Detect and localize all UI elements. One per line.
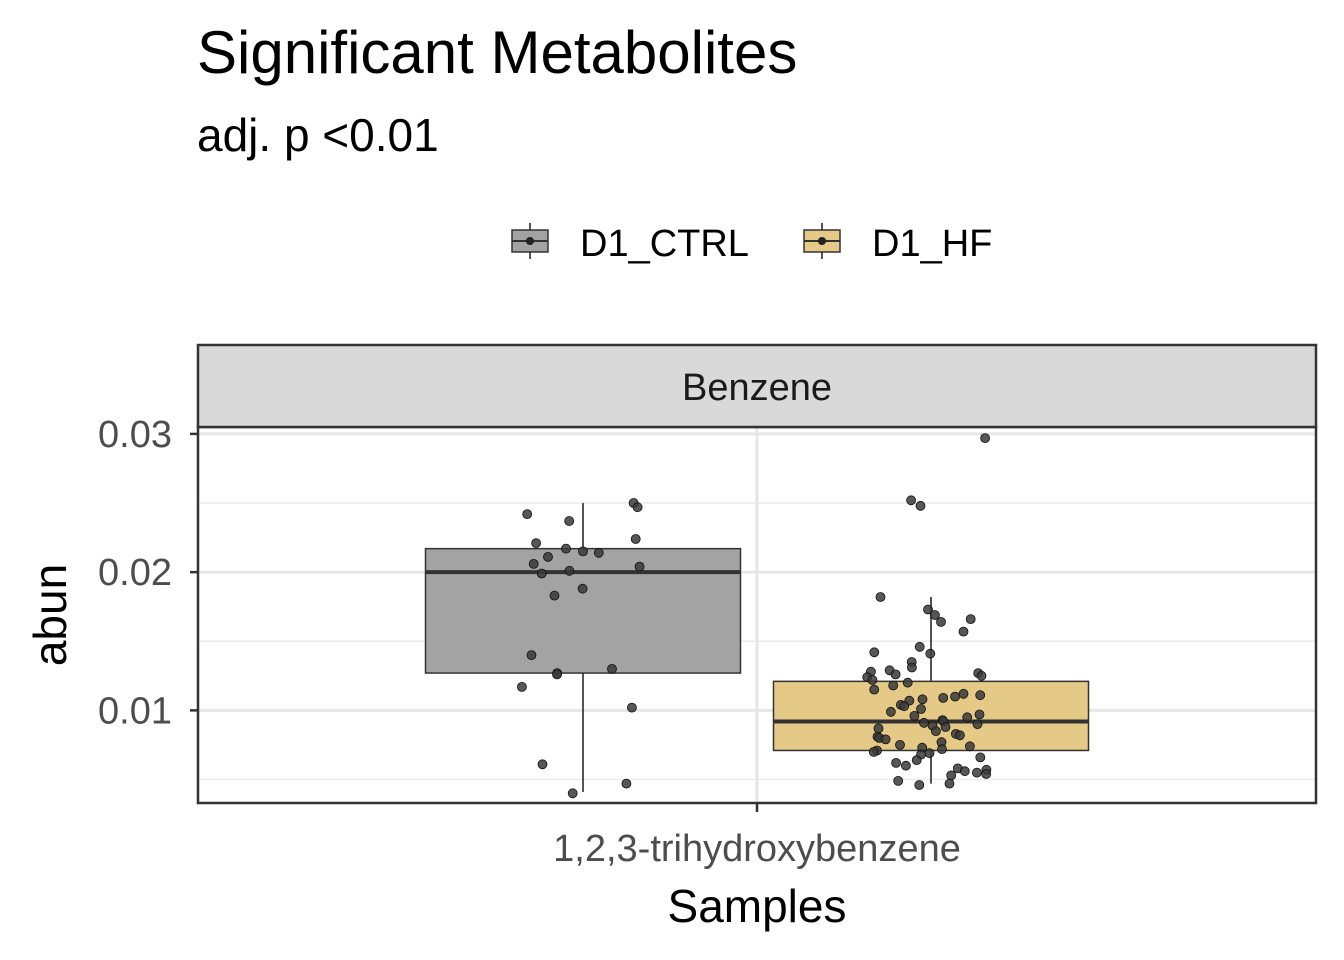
d1-hf-point bbox=[959, 766, 970, 777]
d1-ctrl-point bbox=[567, 788, 578, 799]
d1-ctrl-point bbox=[531, 538, 541, 548]
d1-ctrl-point bbox=[627, 702, 637, 713]
d1-hf-point bbox=[980, 433, 990, 444]
d1-hf-point bbox=[955, 730, 965, 741]
d1-hf-point bbox=[972, 767, 982, 778]
y-axis-title: abun bbox=[24, 564, 76, 666]
d1-hf-point bbox=[917, 694, 928, 705]
x-axis: 1,2,3-trihydroxybenzene bbox=[553, 803, 961, 870]
d1-ctrl-point bbox=[621, 778, 632, 789]
d1-hf-point bbox=[931, 726, 941, 736]
x-axis-title: Samples bbox=[668, 880, 847, 932]
d1-ctrl-legend-dot bbox=[526, 237, 534, 245]
d1-ctrl-point bbox=[632, 502, 643, 513]
d1-ctrl-point bbox=[543, 552, 553, 562]
facet-label: Benzene bbox=[682, 367, 832, 409]
d1-hf-point bbox=[895, 740, 905, 750]
d1-hf-point bbox=[869, 684, 880, 695]
x-tick-label: 1,2,3-trihydroxybenzene bbox=[553, 828, 961, 870]
grid-lines bbox=[198, 427, 1316, 803]
d1-hf-point bbox=[958, 626, 969, 637]
d1-ctrl-point bbox=[607, 664, 617, 674]
d1-hf-point bbox=[911, 755, 922, 765]
d1-ctrl-point bbox=[528, 559, 539, 569]
d1-ctrl-point bbox=[564, 565, 575, 576]
d1-hf-point bbox=[915, 500, 926, 511]
d1-hf-point bbox=[924, 748, 935, 759]
box-layer bbox=[424, 503, 1090, 792]
y-tick-label: 0.03 bbox=[98, 414, 172, 456]
d1-hf-point bbox=[902, 677, 913, 688]
y-axis: 0.01 0.02 0.03 bbox=[98, 414, 198, 732]
point-layer bbox=[517, 433, 992, 799]
d1-hf-point bbox=[944, 778, 955, 789]
d1-hf-point bbox=[880, 734, 891, 745]
d1-hf-point bbox=[914, 641, 925, 652]
d1-ctrl-point bbox=[634, 561, 645, 572]
d1-ctrl-legend-label: D1_CTRL bbox=[580, 223, 749, 265]
d1-hf-point bbox=[937, 744, 947, 754]
d1-hf-point bbox=[899, 701, 910, 712]
d1-hf-point bbox=[958, 688, 969, 699]
d1-ctrl-point bbox=[522, 509, 533, 519]
d1-hf-point bbox=[925, 648, 936, 659]
d1-hf-point bbox=[950, 691, 960, 702]
d1-hf-point bbox=[869, 647, 880, 658]
d1-hf-point bbox=[886, 706, 896, 717]
d1-hf-legend-label: D1_HF bbox=[872, 223, 992, 265]
d1-hf-point bbox=[975, 752, 986, 763]
d1-hf-point bbox=[975, 690, 986, 701]
d1-hf-point bbox=[916, 704, 926, 714]
d1-hf-point bbox=[974, 709, 985, 720]
d1-ctrl-point bbox=[549, 590, 560, 601]
d1-ctrl-point bbox=[593, 547, 604, 558]
d1-ctrl-point bbox=[561, 543, 571, 554]
d1-hf-point bbox=[946, 770, 957, 781]
y-tick-label: 0.01 bbox=[98, 690, 172, 732]
d1-hf-point bbox=[868, 747, 879, 757]
d1-ctrl-point bbox=[526, 650, 537, 660]
d1-hf-point bbox=[938, 693, 949, 703]
d1-hf-point bbox=[976, 670, 987, 681]
d1-hf-point bbox=[907, 662, 917, 673]
d1-ctrl-point bbox=[577, 583, 588, 594]
d1-hf-point bbox=[962, 712, 973, 723]
d1-ctrl-point bbox=[537, 759, 548, 770]
d1-hf-point bbox=[923, 604, 933, 615]
d1-hf-point bbox=[981, 769, 992, 779]
d1-hf-point bbox=[936, 617, 946, 627]
d1-hf-point bbox=[875, 592, 886, 602]
d1-hf-point bbox=[867, 675, 878, 685]
d1-hf-point bbox=[890, 669, 901, 680]
d1-ctrl-point bbox=[517, 682, 527, 692]
d1-hf-point bbox=[901, 760, 911, 771]
d1-hf-point bbox=[893, 776, 904, 786]
d1-hf-point bbox=[891, 758, 901, 768]
d1-hf-point bbox=[888, 680, 899, 691]
d1-hf-legend-dot bbox=[818, 237, 826, 245]
y-tick-label: 0.02 bbox=[98, 552, 172, 594]
legend: D1_CTRL D1_HF bbox=[511, 223, 992, 265]
d1-hf-point bbox=[940, 722, 951, 732]
d1-hf-point bbox=[919, 717, 929, 728]
facet-strip bbox=[196, 343, 1318, 429]
d1-ctrl-point bbox=[552, 669, 562, 680]
chart-title: Significant Metabolites bbox=[197, 19, 798, 86]
d1-ctrl-point bbox=[536, 568, 547, 579]
d1-ctrl-point bbox=[630, 534, 641, 544]
d1-hf-point bbox=[906, 495, 916, 506]
d1-hf-point bbox=[965, 741, 975, 752]
d1-hf-point bbox=[909, 711, 920, 721]
d1-hf-box bbox=[772, 680, 1090, 752]
d1-hf-point bbox=[965, 614, 976, 624]
d1-ctrl-box bbox=[424, 547, 742, 674]
d1-hf-point bbox=[873, 723, 884, 734]
d1-ctrl-point bbox=[564, 516, 575, 526]
d1-ctrl-point bbox=[578, 546, 588, 557]
d1-hf-point bbox=[972, 719, 983, 730]
d1-hf-point bbox=[930, 610, 940, 620]
d1-hf-point bbox=[914, 780, 925, 790]
chart-subtitle: adj. p <0.01 bbox=[197, 109, 439, 161]
